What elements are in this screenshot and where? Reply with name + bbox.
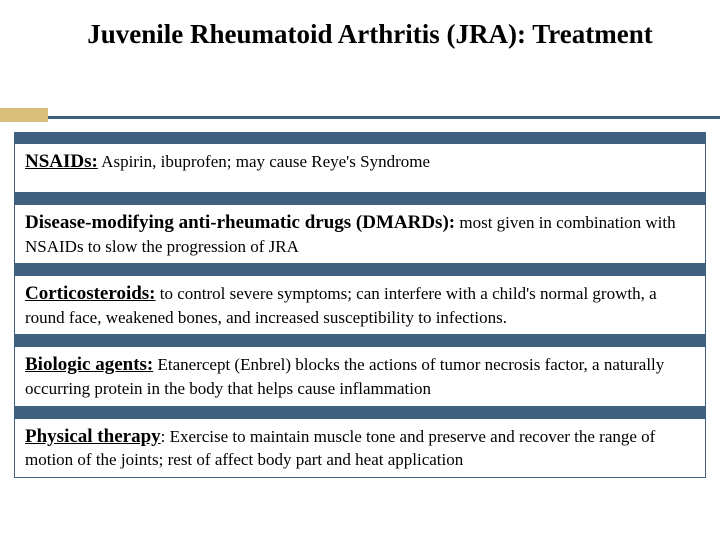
list-item: Disease-modifying anti-rheumatic drugs (… [14,204,706,264]
band-spacer [14,335,706,346]
item-term: Corticosteroids: [25,283,156,304]
item-term: Disease-modifying anti-rheumatic drugs (… [25,212,455,233]
list-item: Biologic agents: Etanercept (Enbrel) blo… [14,346,706,406]
band-spacer [14,407,706,418]
list-item: Corticosteroids: to control severe sympt… [14,275,706,335]
band-spacer [14,264,706,275]
content-list: NSAIDs: Aspirin, ibuprofen; may cause Re… [14,132,706,478]
list-item-text: Physical therapy: Exercise to maintain m… [25,427,655,469]
list-item-text: Corticosteroids: to control severe sympt… [25,284,657,326]
slide: Juvenile Rheumatoid Arthritis (JRA): Tre… [0,0,720,540]
slide-title: Juvenile Rheumatoid Arthritis (JRA): Tre… [60,18,680,50]
list-item-text: Biologic agents: Etanercept (Enbrel) blo… [25,355,664,397]
accent-bar [0,108,48,122]
item-desc: Aspirin, ibuprofen; may cause Reye's Syn… [98,152,430,171]
band-spacer [14,193,706,204]
title-block: Juvenile Rheumatoid Arthritis (JRA): Tre… [0,0,720,60]
band-spacer [14,132,706,143]
list-item: NSAIDs: Aspirin, ibuprofen; may cause Re… [14,143,706,193]
list-item-text: NSAIDs: Aspirin, ibuprofen; may cause Re… [25,152,430,171]
list-item: Physical therapy: Exercise to maintain m… [14,418,706,478]
accent-underline [48,116,720,119]
item-term: Physical therapy [25,426,161,447]
item-term: NSAIDs: [25,151,98,172]
list-item-text: Disease-modifying anti-rheumatic drugs (… [25,213,676,255]
item-term: Biologic agents: [25,354,153,375]
